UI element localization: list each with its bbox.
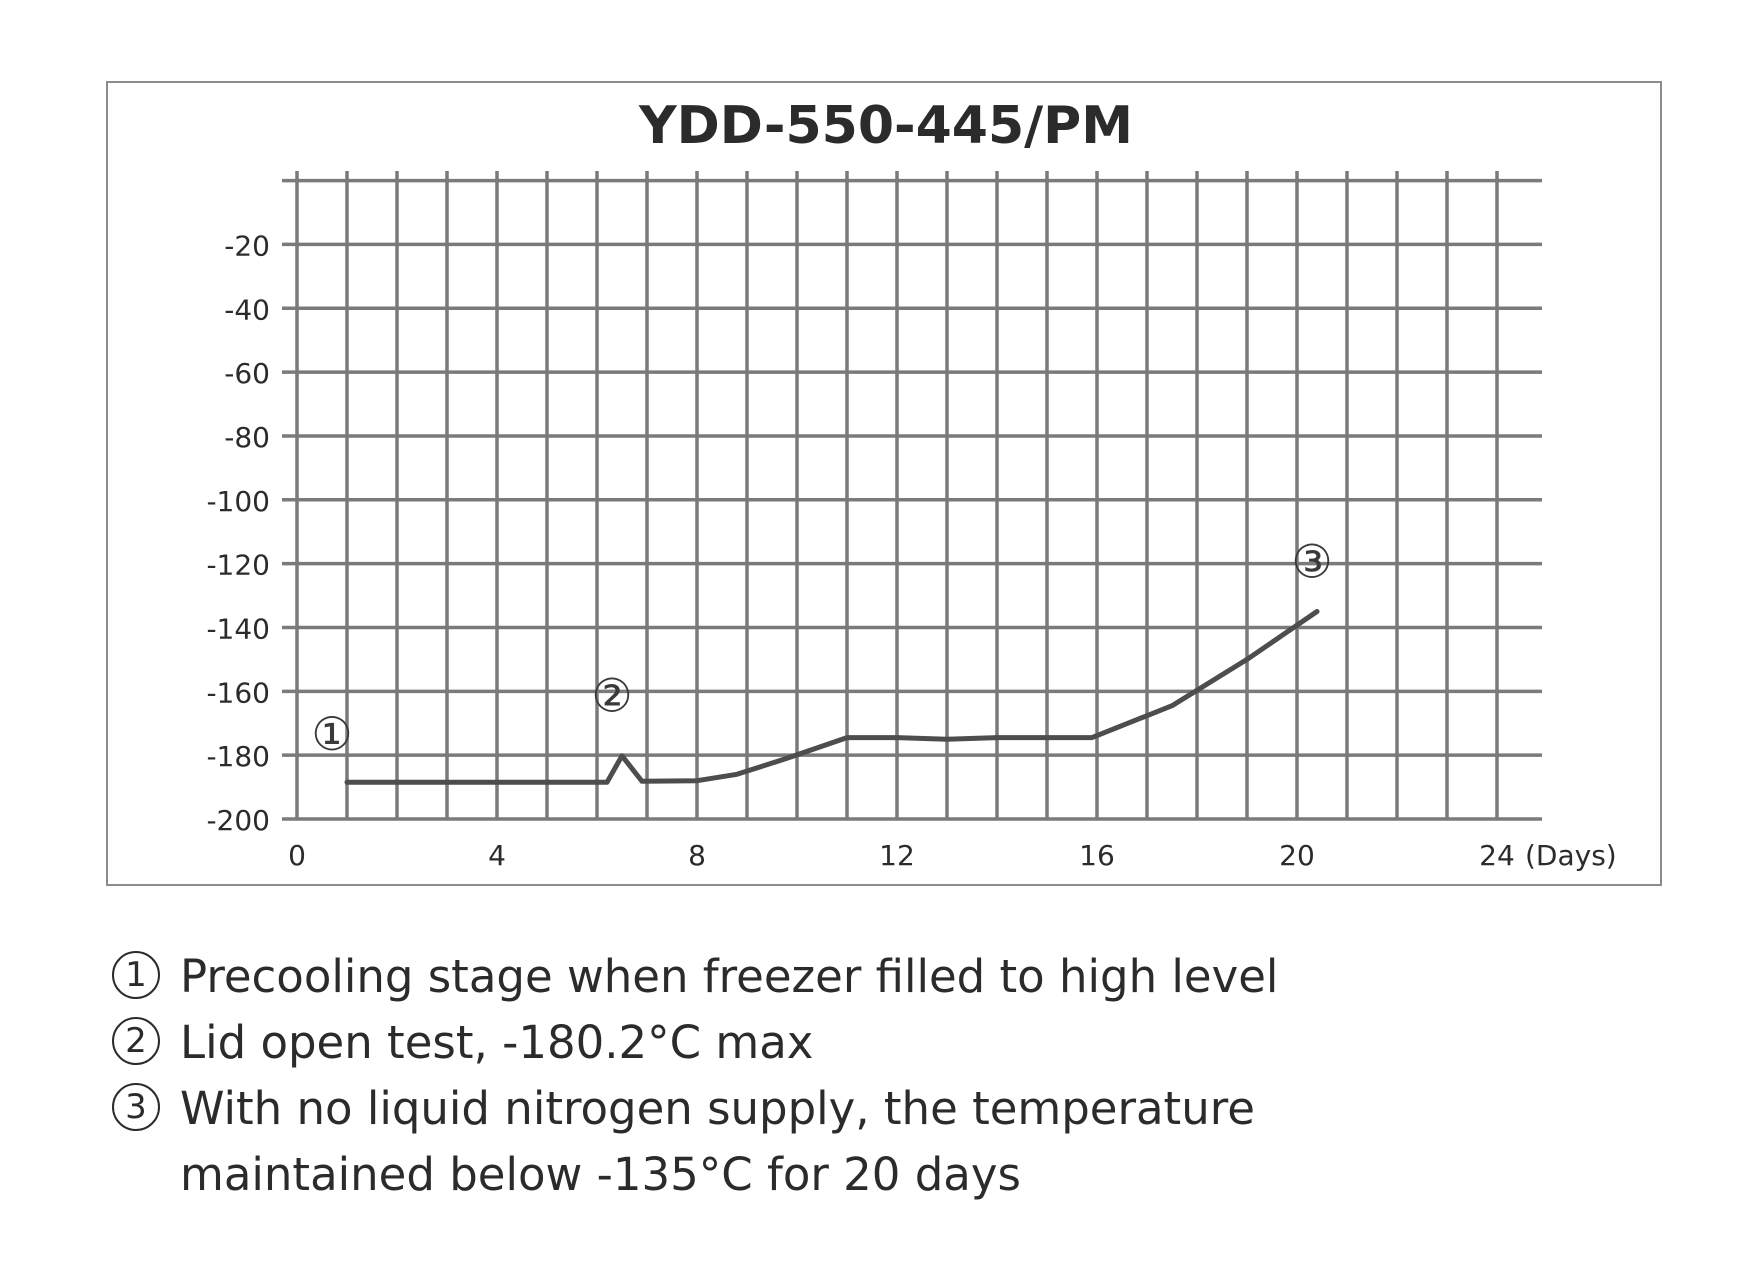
chart-frame: YDD-550-445/PM -20 -40 -60 -80 -100 -120 -140 -… [106,81,1662,886]
note-no-nitrogen: 3 With no liquid nitrogen supply, the te… [112,1076,1672,1208]
y-tick-label: -20 [224,229,270,262]
note-precooling: 1 Precooling stage when freezer filled t… [112,944,1672,1010]
y-tick-label: -180 [206,740,270,773]
x-tick-label: 24 [1479,839,1515,872]
note-marker: 1 [112,951,160,999]
x-tick-label: 8 [688,839,706,872]
y-tick-label: -120 [206,549,270,582]
x-tick-label: 20 [1279,839,1315,872]
y-tick-label: -60 [224,357,270,390]
annotation-label: ③ [1291,535,1332,589]
y-tick-label: -160 [206,676,270,709]
note-text-line: maintained below -135°C for 20 days [180,1148,1021,1201]
y-tick-label: -100 [206,485,270,518]
annotation-marker: ③ [1291,535,1332,589]
x-axis-label: (Days) [1525,839,1617,872]
x-tick-label: 16 [1079,839,1115,872]
note-text-line: With no liquid nitrogen supply, the temp… [180,1082,1255,1135]
note-marker: 2 [112,1017,160,1065]
y-tick-label: -80 [224,421,270,454]
x-tick-label: 12 [879,839,915,872]
x-tick-label: 0 [288,839,306,872]
annotation-marker: ② [591,669,632,723]
temperature-line-chart: YDD-550-445/PM -20 -40 -60 -80 -100 -120 -140 -… [206,96,1617,872]
note-text: Lid open test, -180.2°C max [180,1016,814,1069]
y-tick-label: -40 [224,293,270,326]
annotation-label: ① [311,707,352,761]
legend-notes: 1 Precooling stage when freezer filled t… [112,944,1672,1208]
chart-title: YDD-550-445/PM [638,96,1133,156]
y-tick-label: -140 [206,612,270,645]
annotation-marker: ① [311,707,352,761]
series-line [344,609,1320,785]
note-marker: 3 [112,1083,160,1131]
annotation-label: ② [591,669,632,723]
note-lid-open-test: 2 Lid open test, -180.2°C max [112,1010,1672,1076]
x-tick-label: 4 [488,839,506,872]
note-text: Precooling stage when freezer filled to … [180,950,1279,1003]
y-tick-label: -200 [206,804,270,837]
